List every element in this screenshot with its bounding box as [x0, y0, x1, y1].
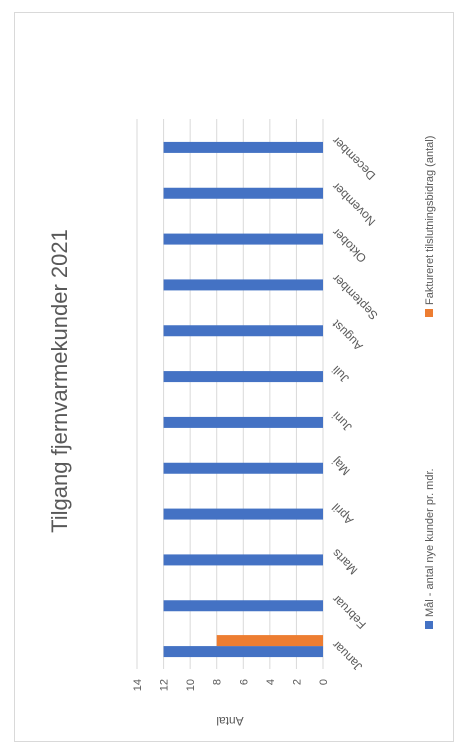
legend-swatch-1: [425, 621, 433, 629]
legend-label-1: Mål - antal nye kunder pr. mdr.: [424, 468, 436, 617]
category-label-august: August: [329, 317, 366, 354]
y-tick-label: 6: [238, 679, 250, 685]
category-label-marts: Marts: [329, 546, 360, 577]
category-label-juni: Juni: [329, 409, 354, 434]
category-labels: Januar Februar Marts April Maj Juni Juli August…: [329, 134, 381, 674]
y-axis-title: Antal: [216, 714, 243, 728]
chart-frame: Tilgang fjernvarmekunder 2021 0 2 4 6 8 10 12 1…: [14, 12, 454, 742]
bar-maal-november: [163, 187, 323, 199]
bar-maal-april: [163, 508, 323, 520]
category-label-november: November: [329, 180, 378, 229]
y-tick-label: 8: [212, 679, 224, 685]
category-label-oktober: Oktober: [329, 225, 369, 265]
bars: [163, 141, 323, 658]
bar-maal-september: [163, 279, 323, 291]
bar-maal-maj: [163, 462, 323, 474]
y-tick-label: 0: [318, 679, 330, 685]
bar-maal-januar: [163, 646, 323, 658]
y-tick-label: 4: [265, 679, 277, 685]
bar-maal-marts: [163, 554, 323, 566]
y-tick-labels: 0 2 4 6 8 10 12 14: [132, 679, 330, 691]
bar-maal-juni: [163, 416, 323, 428]
category-label-maj: Maj: [329, 455, 353, 479]
y-tick-label: 14: [132, 679, 144, 691]
grid-lines: [136, 119, 324, 669]
category-label-januar: Januar: [329, 638, 365, 674]
category-label-december: December: [329, 134, 378, 183]
bar-maal-juli: [163, 371, 323, 383]
bar-faktureret-januar: [216, 635, 323, 647]
y-tick-label: 2: [291, 679, 303, 685]
category-label-juli: Juli: [329, 363, 352, 386]
y-tick-label: 10: [185, 679, 197, 691]
bar-maal-december: [163, 141, 323, 153]
legend-label-2: Faktureret tilslutningsbidrag (antal): [424, 136, 436, 305]
bar-maal-august: [163, 325, 323, 337]
bar-maal-februar: [163, 600, 323, 612]
y-tick-label: 12: [159, 679, 171, 691]
chart: Tilgang fjernvarmekunder 2021 0 2 4 6 8 10 12 1…: [47, 119, 436, 728]
chart-title: Tilgang fjernvarmekunder 2021: [47, 229, 72, 533]
category-label-februar: Februar: [329, 592, 369, 632]
legend-swatch-2: [425, 309, 433, 317]
legend: Mål - antal nye kunder pr. mdr. Fakturere…: [424, 136, 436, 629]
category-label-april: April: [329, 500, 356, 527]
bar-maal-oktober: [163, 233, 323, 245]
category-label-september: September: [329, 271, 380, 322]
